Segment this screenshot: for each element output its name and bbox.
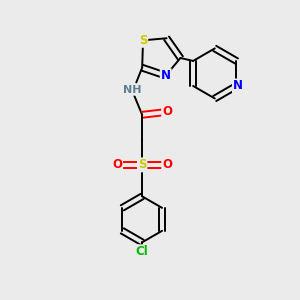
Text: O: O: [162, 105, 172, 119]
Text: N: N: [161, 69, 171, 82]
Text: Cl: Cl: [136, 245, 148, 258]
Text: O: O: [112, 158, 122, 171]
Text: S: S: [139, 34, 147, 47]
Text: NH: NH: [123, 85, 141, 95]
Text: N: N: [233, 80, 243, 92]
Text: O: O: [162, 158, 172, 171]
Text: S: S: [138, 158, 146, 171]
